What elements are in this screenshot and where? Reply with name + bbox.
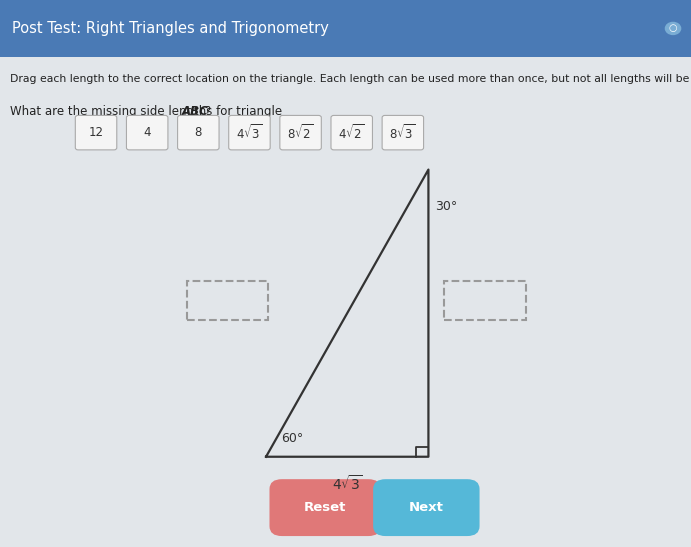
Text: 4: 4	[144, 126, 151, 139]
FancyBboxPatch shape	[331, 115, 372, 150]
Text: $4\sqrt{2}$: $4\sqrt{2}$	[339, 123, 365, 142]
Text: ?: ?	[204, 104, 210, 118]
Text: $8\sqrt{3}$: $8\sqrt{3}$	[390, 123, 416, 142]
Text: Next: Next	[409, 501, 444, 514]
FancyBboxPatch shape	[382, 115, 424, 150]
Text: 60°: 60°	[281, 432, 303, 445]
Text: $4\sqrt{3}$: $4\sqrt{3}$	[236, 123, 263, 142]
Text: 30°: 30°	[435, 200, 457, 213]
Text: $8\sqrt{2}$: $8\sqrt{2}$	[287, 123, 314, 142]
FancyBboxPatch shape	[126, 115, 168, 150]
FancyBboxPatch shape	[269, 479, 381, 536]
Text: What are the missing side lengths for triangle: What are the missing side lengths for tr…	[10, 104, 286, 118]
Circle shape	[665, 22, 681, 34]
Text: Reset: Reset	[304, 501, 346, 514]
FancyBboxPatch shape	[0, 0, 691, 57]
FancyBboxPatch shape	[229, 115, 270, 150]
Text: ○: ○	[669, 24, 677, 33]
Text: 8: 8	[195, 126, 202, 139]
FancyBboxPatch shape	[75, 115, 117, 150]
FancyBboxPatch shape	[373, 479, 480, 536]
FancyBboxPatch shape	[178, 115, 219, 150]
FancyBboxPatch shape	[280, 115, 321, 150]
Text: ABC: ABC	[182, 104, 209, 118]
Text: Post Test: Right Triangles and Trigonometry: Post Test: Right Triangles and Trigonome…	[12, 21, 330, 36]
Text: $4\sqrt{3}$: $4\sqrt{3}$	[332, 474, 363, 493]
Text: Drag each length to the correct location on the triangle. Each length can be use: Drag each length to the correct location…	[10, 74, 691, 84]
Text: 12: 12	[88, 126, 104, 139]
